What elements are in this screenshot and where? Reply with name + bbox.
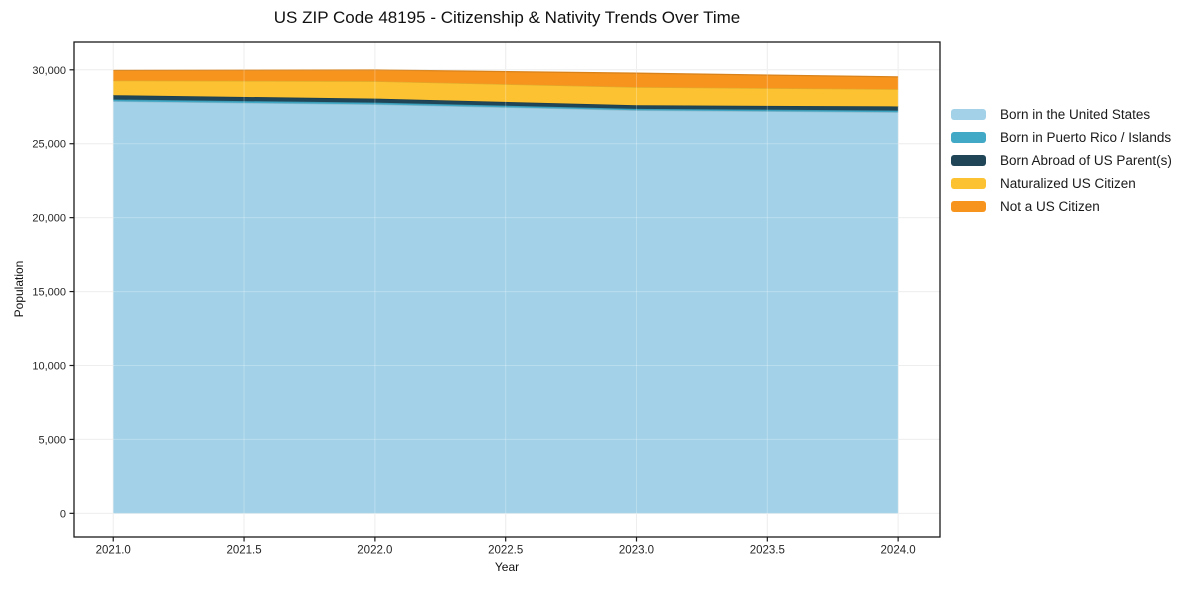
y-tick-labels: 0 5,000 10,000 15,000 20,000 25,000 30,000 — [32, 65, 66, 521]
x-tick-labels: 2021.0 2021.5 2022.0 2022.5 2023.0 2023.5 2024… — [96, 545, 916, 557]
axis-ticks — [69, 69, 899, 542]
legend-swatch-born-abroad-of-us-parent-s — [951, 155, 986, 166]
area-born-abroad-of-us-parent-s — [113, 95, 899, 111]
y-tick-label: 25,000 — [32, 139, 66, 151]
area-born-in-the-united-states — [113, 101, 899, 514]
axes-frame — [73, 41, 941, 538]
area-naturalized-us-citizen — [113, 80, 899, 107]
legend-item-born-abroad-of-us-parent-s: Born Abroad of US Parent(s) — [951, 149, 1172, 172]
x-tick-label: 2021.5 — [226, 545, 261, 557]
x-tick-label: 2022.0 — [357, 545, 392, 557]
gridline-overlay — [74, 42, 940, 537]
legend: Born in the United States Born in Puerto … — [951, 103, 1172, 218]
legend-label: Born Abroad of US Parent(s) — [1000, 153, 1172, 168]
x-tick-label: 2021.0 — [96, 545, 131, 557]
area-edge-not-a-us-citizen — [113, 69, 899, 78]
y-tick-label: 0 — [60, 508, 66, 520]
legend-swatch-not-a-us-citizen — [951, 201, 986, 212]
legend-swatch-born-in-the-united-states — [951, 109, 986, 120]
x-tick-label: 2023.0 — [619, 545, 654, 557]
x-tick-label: 2023.5 — [750, 545, 785, 557]
legend-item-born-in-puerto-rico-islands: Born in Puerto Rico / Islands — [951, 126, 1172, 149]
chart-title: US ZIP Code 48195 - Citizenship & Nativi… — [273, 8, 741, 27]
x-tick-label: 2024.0 — [881, 545, 916, 557]
legend-swatch-naturalized-us-citizen — [951, 178, 986, 189]
stacked-areas — [113, 69, 899, 514]
legend-swatch-born-in-puerto-rico-islands — [951, 132, 986, 143]
legend-label: Not a US Citizen — [1000, 199, 1100, 214]
x-tick-label: 2022.5 — [488, 545, 523, 557]
legend-item-naturalized-us-citizen: Naturalized US Citizen — [951, 172, 1172, 195]
legend-label: Born in Puerto Rico / Islands — [1000, 130, 1172, 145]
legend-item-not-a-us-citizen: Not a US Citizen — [951, 195, 1172, 218]
y-tick-label: 15,000 — [32, 287, 66, 299]
y-tick-label: 30,000 — [32, 65, 66, 77]
y-tick-label: 5,000 — [38, 434, 66, 446]
y-tick-label: 20,000 — [32, 213, 66, 225]
y-tick-label: 10,000 — [32, 360, 66, 372]
x-axis-label: Year — [494, 560, 520, 574]
legend-item-born-in-the-united-states: Born in the United States — [951, 103, 1172, 126]
legend-label: Naturalized US Citizen — [1000, 176, 1136, 191]
legend-label: Born in the United States — [1000, 107, 1151, 122]
